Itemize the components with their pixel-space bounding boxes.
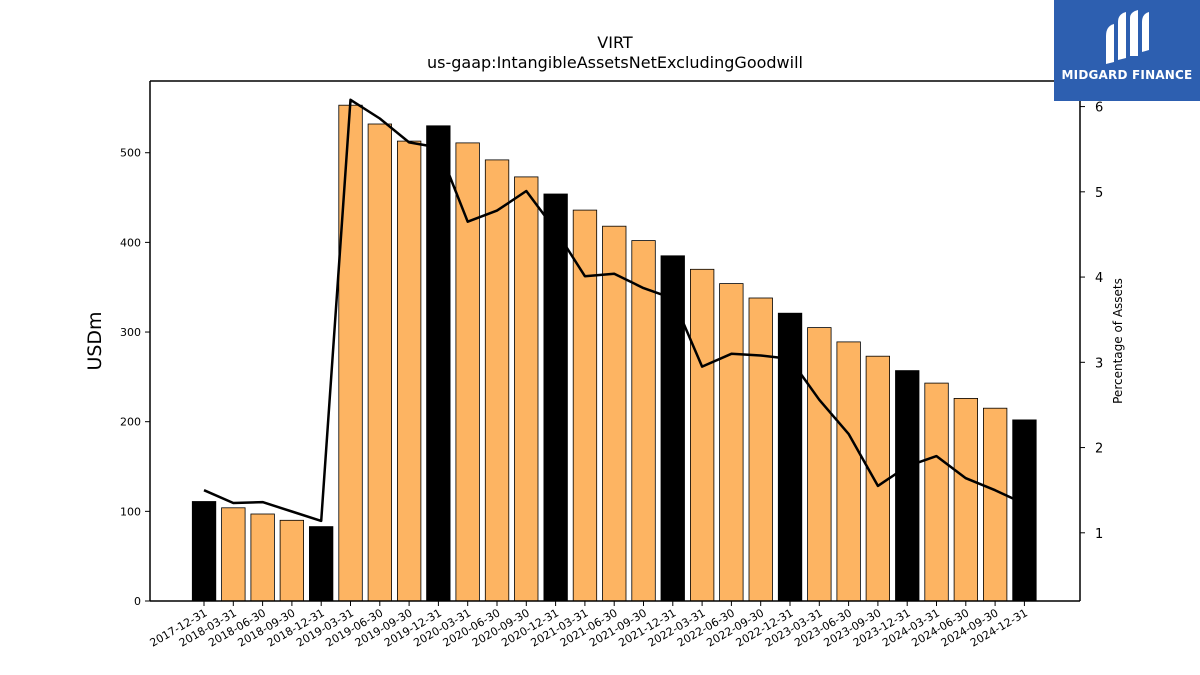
- bar-2022-03-31: [690, 268, 715, 602]
- bar-2023-03-31: [807, 327, 832, 602]
- bar-2020-09-30: [514, 176, 539, 602]
- y2-tick-label: 2: [1095, 442, 1103, 457]
- bar-2019-03-31: [338, 104, 363, 602]
- bar-2018-12-31: [308, 526, 334, 602]
- y2-tick-label: 3: [1095, 356, 1103, 371]
- bars-group: [191, 104, 1037, 602]
- y2-tick-label: 5: [1095, 186, 1103, 201]
- bar-2022-09-30: [748, 297, 773, 602]
- y-tick-label: 500: [120, 147, 141, 160]
- y-tick-label: 200: [120, 416, 141, 429]
- y2-tick-label: 1: [1095, 527, 1103, 542]
- bar-2022-12-31: [777, 312, 803, 602]
- bar-2021-03-31: [572, 209, 598, 602]
- chart-subtitle: us-gaap:IntangibleAssetsNetExcludingGood…: [427, 53, 803, 72]
- bar-2019-06-30: [367, 123, 393, 602]
- bar-2019-09-30: [396, 140, 422, 602]
- y-tick-label: 400: [120, 236, 141, 249]
- bar-2024-12-31: [1012, 419, 1037, 602]
- bar-2024-03-31: [924, 382, 949, 602]
- bar-2022-06-30: [719, 283, 744, 602]
- bar-2021-09-30: [631, 240, 656, 602]
- y2-axis-label: Percentage of Assets: [1111, 278, 1125, 404]
- bar-2023-06-30: [836, 341, 861, 602]
- chart-title: VIRT: [597, 33, 633, 52]
- midgard-finance-logo: MIDGARD FINANCE: [1054, 0, 1200, 101]
- bar-2023-09-30: [865, 355, 890, 602]
- y2-tick-label: 4: [1095, 271, 1103, 286]
- bar-2023-12-31: [895, 370, 920, 602]
- bar-2018-09-30: [279, 519, 305, 602]
- y2-tick-label: 6: [1095, 101, 1103, 116]
- percentage-line: [203, 98, 1025, 523]
- bar-2017-12-31: [191, 501, 217, 602]
- line-group: [203, 98, 1025, 523]
- bar-2024-06-30: [953, 397, 978, 602]
- bar-2018-03-31: [221, 507, 246, 602]
- logo-mark-icon: [1106, 10, 1149, 64]
- y-tick-label: 0: [134, 595, 141, 608]
- bar-2021-06-30: [602, 225, 627, 602]
- bar-2021-12-31: [660, 255, 685, 602]
- y-tick-label: 100: [120, 505, 141, 518]
- bar-2020-12-31: [543, 193, 568, 602]
- bar-2019-12-31: [426, 125, 451, 602]
- bar-2020-03-31: [455, 142, 480, 602]
- bar-2020-06-30: [484, 159, 510, 602]
- logo-text: MIDGARD FINANCE: [1061, 68, 1193, 82]
- bar-2024-09-30: [983, 407, 1008, 602]
- y-tick-label: 300: [120, 326, 141, 339]
- y-axis-label: USDm: [84, 311, 106, 370]
- bar-2018-06-30: [250, 513, 275, 602]
